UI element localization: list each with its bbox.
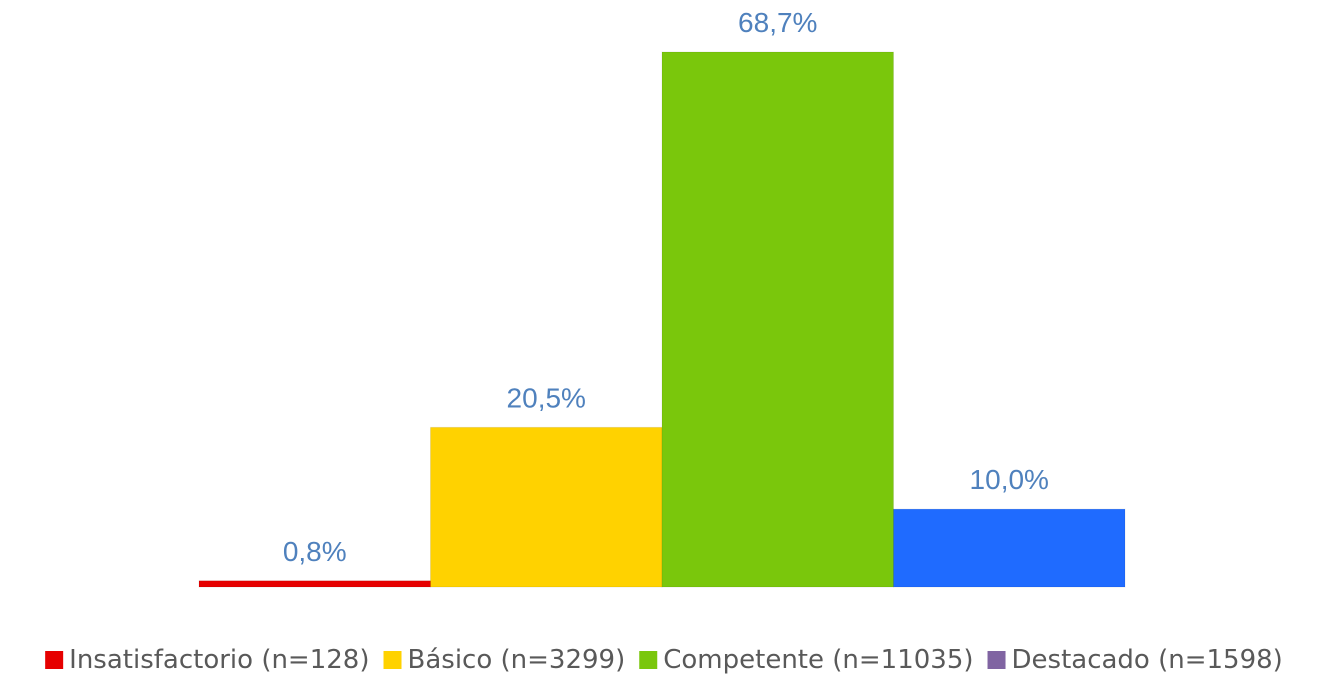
legend-item-2: Básico (n=3299) [383,645,626,675]
bar-3 [661,51,894,588]
value-labels-group: 0,8% 20,5% 68,7% 10,0% [283,7,1049,567]
legend-item-3: Competente (n=11035) [639,645,974,675]
legend-label-3: Competente (n=11035) [663,645,973,675]
legend-label-4: Destacado (n=1598) [1012,645,1283,675]
bar-1 [198,580,431,588]
bar-2 [430,426,663,588]
legend: Insatisfactorio (n=128) Básico (n=3299) Co… [45,645,1283,675]
legend-label-2: Básico (n=3299) [408,645,626,675]
legend-swatch-2 [383,651,402,669]
legend-swatch-4 [987,651,1006,669]
legend-item-1: Insatisfactorio (n=128) [45,645,370,675]
bar-4 [893,508,1126,588]
legend-swatch-1 [45,651,64,669]
legend-label-1: Insatisfactorio (n=128) [69,645,369,675]
legend-swatch-3 [639,651,658,669]
data-label-3: 68,7% [738,7,817,38]
bars-group [198,51,1126,588]
data-label-1: 0,8% [283,536,347,567]
data-label-2: 20,5% [507,382,586,413]
legend-item-4: Destacado (n=1598) [987,645,1283,675]
data-label-4: 10,0% [970,464,1049,495]
